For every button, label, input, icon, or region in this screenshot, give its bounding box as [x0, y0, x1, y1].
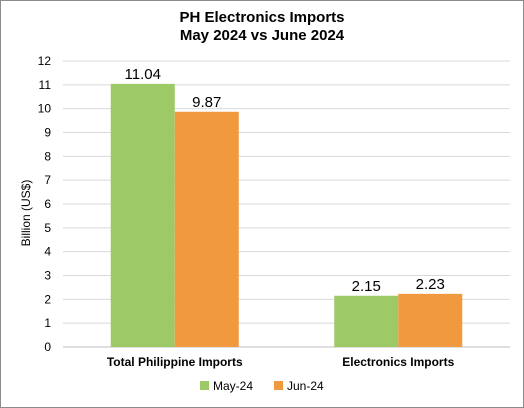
bar [398, 293, 463, 347]
chart-title-line2: May 2024 vs June 2024 [179, 27, 345, 44]
chart-title-line1: PH Electronics Imports [179, 9, 345, 26]
y-tick-label: 5 [44, 221, 51, 235]
legend-swatch [274, 381, 283, 390]
y-tick-label: 9 [44, 126, 51, 140]
data-label: 2.15 [352, 278, 381, 295]
bar [174, 111, 239, 347]
y-tick-label: 1 [44, 316, 51, 330]
y-tick-label: 2 [44, 292, 51, 306]
y-tick-label: 6 [44, 197, 51, 211]
y-tick-label: 7 [44, 173, 51, 187]
y-tick-label: 12 [38, 54, 52, 68]
legend: May-24 Jun-24 [200, 379, 324, 393]
x-category-labels: Total Philippine Imports Electronics Impo… [107, 355, 455, 369]
y-tick-label: 8 [44, 149, 51, 163]
bars [110, 83, 463, 347]
data-labels: 11.04 9.87 2.15 2.23 [125, 66, 445, 295]
y-axis-label: Billion (US$) [19, 180, 33, 247]
legend-label: Jun-24 [287, 379, 324, 393]
data-label: 2.23 [416, 276, 445, 293]
y-tick-label: 11 [39, 78, 52, 92]
bar [334, 295, 399, 347]
legend-label: May-24 [213, 379, 253, 393]
legend-swatch [200, 381, 209, 390]
chart-title: PH Electronics Imports May 2024 vs June … [0, 9, 524, 45]
x-category-label: Electronics Imports [342, 355, 454, 369]
x-category-label: Total Philippine Imports [107, 355, 243, 369]
y-tick-label: 3 [44, 269, 51, 283]
data-label: 11.04 [125, 66, 161, 83]
bar [110, 83, 175, 347]
y-tick-label: 4 [44, 245, 51, 259]
y-tick-label: 10 [38, 102, 52, 116]
y-tick-label: 0 [44, 340, 51, 354]
data-label: 9.87 [192, 94, 221, 111]
